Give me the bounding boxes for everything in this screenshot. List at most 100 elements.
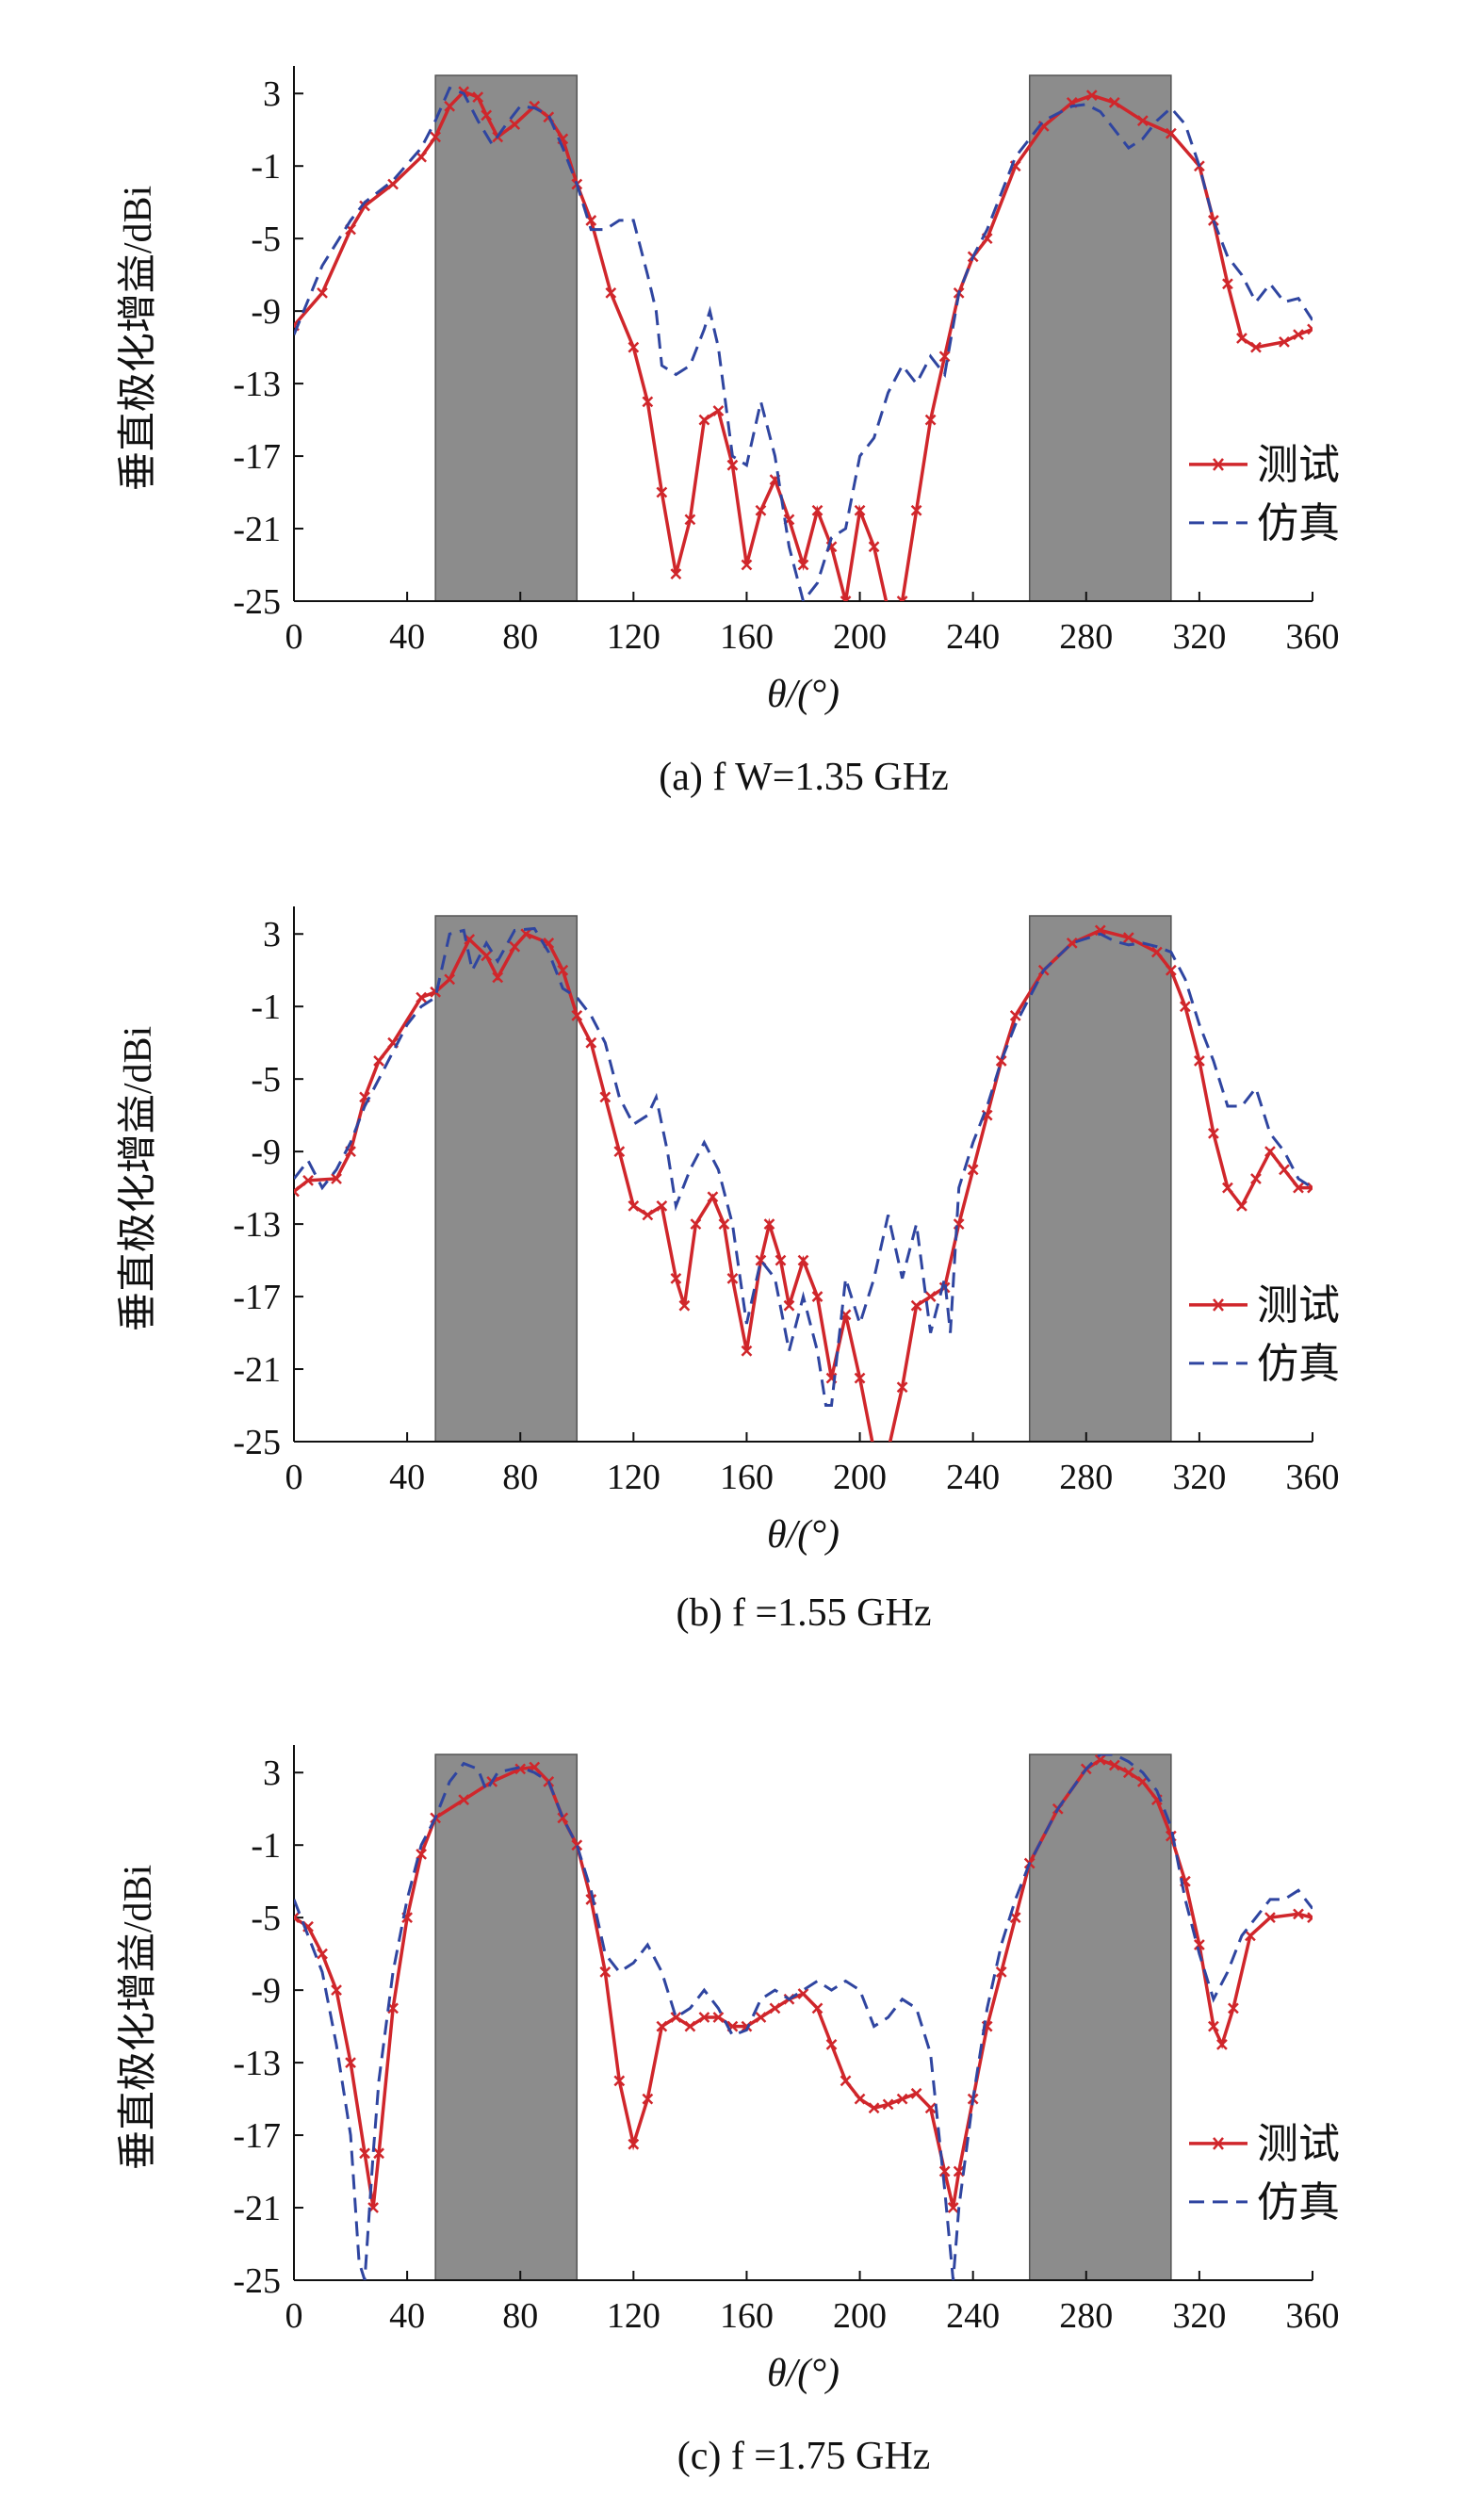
data-point bbox=[741, 559, 753, 571]
chart-caption: (c) f =1.75 GHz bbox=[677, 2435, 931, 2478]
data-point bbox=[642, 396, 654, 408]
series-2 bbox=[294, 1754, 1313, 2280]
data-point bbox=[481, 109, 493, 122]
data-point bbox=[656, 486, 668, 498]
x-tick-label: 320 bbox=[1172, 2296, 1226, 2336]
data-point bbox=[481, 950, 493, 962]
y-tick-label: -13 bbox=[233, 2044, 281, 2083]
data-point bbox=[938, 351, 951, 363]
data-point bbox=[444, 100, 456, 112]
data-point bbox=[868, 2102, 880, 2114]
x-tick-label: 0 bbox=[285, 2296, 303, 2336]
data-point bbox=[1293, 1908, 1304, 1920]
data-point bbox=[373, 1055, 384, 1067]
y-tick-label: -13 bbox=[233, 1205, 281, 1245]
data-point bbox=[599, 1091, 612, 1103]
data-point bbox=[698, 2012, 710, 2023]
data-point bbox=[628, 2138, 640, 2150]
data-point bbox=[557, 1812, 569, 1824]
data-point bbox=[1179, 1001, 1191, 1013]
x-tick-label: 320 bbox=[1172, 1458, 1226, 1497]
data-point bbox=[1194, 1055, 1205, 1067]
series-line-simulated bbox=[294, 86, 1313, 601]
data-point bbox=[373, 2147, 384, 2160]
data-point bbox=[670, 2012, 682, 2023]
y-tick-label: -9 bbox=[251, 292, 281, 332]
data-point bbox=[1222, 278, 1233, 290]
series-line-simulated bbox=[294, 1754, 1313, 2280]
series-2 bbox=[294, 926, 1313, 1407]
data-point bbox=[741, 2020, 753, 2032]
data-point bbox=[472, 91, 484, 103]
data-point bbox=[1165, 127, 1177, 139]
data-point bbox=[797, 1254, 809, 1266]
data-point bbox=[1222, 1182, 1233, 1194]
data-point bbox=[514, 1763, 527, 1775]
data-point bbox=[1122, 1767, 1134, 1779]
series-2 bbox=[294, 86, 1313, 601]
data-point bbox=[967, 1164, 979, 1176]
data-point bbox=[884, 1446, 893, 1456]
data-point bbox=[684, 514, 696, 526]
data-point bbox=[1150, 946, 1163, 958]
data-point bbox=[854, 2093, 866, 2105]
shaded-band-2 bbox=[1028, 74, 1172, 602]
x-tick-label: 280 bbox=[1059, 1458, 1113, 1497]
data-point bbox=[763, 1218, 775, 1230]
data-point bbox=[1094, 1754, 1106, 1766]
x-tick-label: 0 bbox=[285, 1458, 303, 1497]
y-tick-label: -1 bbox=[251, 1826, 281, 1866]
data-point bbox=[884, 606, 893, 615]
data-point bbox=[896, 2093, 908, 2105]
y-tick-label: 3 bbox=[263, 915, 281, 954]
data-point bbox=[1307, 323, 1313, 335]
data-point bbox=[1066, 937, 1078, 949]
x-tick-label: 120 bbox=[607, 2296, 660, 2336]
data-point bbox=[854, 1372, 866, 1384]
data-point bbox=[690, 1218, 702, 1230]
data-point bbox=[613, 1146, 626, 1158]
data-point bbox=[1228, 2002, 1239, 2014]
data-point bbox=[1194, 1939, 1205, 1950]
x-tick-label: 120 bbox=[607, 617, 660, 657]
data-point bbox=[947, 2202, 959, 2213]
data-point bbox=[509, 119, 521, 130]
y-tick-label: -5 bbox=[251, 1060, 281, 1100]
data-point bbox=[811, 504, 824, 516]
data-point bbox=[656, 1199, 668, 1212]
data-point bbox=[755, 504, 767, 516]
plot-area bbox=[294, 1754, 1313, 2280]
y-tick-label: -9 bbox=[251, 1971, 281, 2011]
y-tick-label: -5 bbox=[251, 220, 281, 259]
chart-panel-2: 3 -1 -5 -9 -13 -17 -21 -250 40 80 120 160 200 240 280 3… bbox=[117, 906, 1340, 1635]
data-point bbox=[924, 2102, 937, 2114]
data-point bbox=[811, 2002, 824, 2014]
legend-label: 仿真 bbox=[1257, 500, 1340, 546]
data-point bbox=[1307, 1912, 1313, 1924]
y-tick-label: -21 bbox=[233, 1350, 281, 1390]
y-tick-label: -17 bbox=[233, 2116, 281, 2156]
data-point bbox=[1122, 932, 1134, 943]
data-point bbox=[910, 2087, 922, 2099]
y-tick-label: -21 bbox=[233, 2189, 281, 2228]
data-point bbox=[416, 991, 428, 1003]
plot-area bbox=[294, 86, 1313, 615]
x-tick-label: 200 bbox=[833, 617, 887, 657]
y-tick-label: -1 bbox=[251, 987, 281, 1027]
x-tick-label: 160 bbox=[720, 617, 774, 657]
data-point bbox=[1208, 215, 1219, 226]
y-tick-label: -5 bbox=[251, 1899, 281, 1938]
data-point bbox=[1236, 333, 1248, 344]
data-point bbox=[995, 1966, 1007, 1978]
data-point bbox=[995, 1055, 1007, 1067]
y-tick-label: -17 bbox=[233, 1278, 281, 1317]
data-point bbox=[1264, 1146, 1276, 1158]
y-axis-label: 垂直极化增益/dBi bbox=[117, 1865, 160, 2170]
data-point bbox=[670, 568, 682, 580]
y-tick-label: 3 bbox=[263, 74, 281, 114]
x-tick-label: 80 bbox=[502, 617, 538, 657]
legend-label: 仿真 bbox=[1257, 1341, 1340, 1387]
y-tick-label: -13 bbox=[233, 365, 281, 404]
data-point bbox=[416, 1848, 428, 1860]
